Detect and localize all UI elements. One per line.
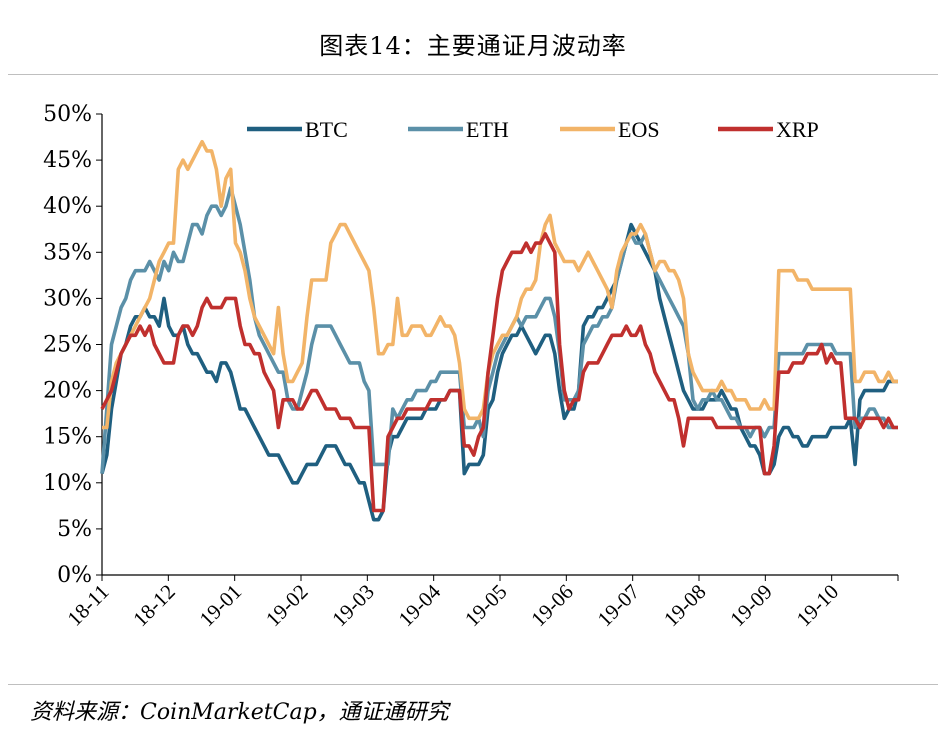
y-tick-label: 15% — [43, 425, 92, 450]
x-tick-label: 19-02 — [261, 580, 313, 632]
y-tick-label: 40% — [43, 194, 92, 219]
x-tick-label: 19-06 — [526, 580, 578, 632]
bottom-divider — [8, 684, 938, 685]
x-tick-label: 18-12 — [128, 580, 180, 632]
y-tick-label: 30% — [43, 286, 92, 311]
legend-label-eth: ETH — [466, 117, 509, 142]
source-note: 资料来源：CoinMarketCap，通证通研究 — [30, 700, 449, 725]
x-tick-label: 19-01 — [195, 580, 247, 632]
chart-title: 图表14：主要通证月波动率 — [319, 32, 627, 60]
series-line-eos — [102, 139, 898, 430]
x-tick-label: 19-04 — [394, 579, 446, 631]
legend-label-eos: EOS — [618, 117, 660, 142]
x-tick-label: 19-03 — [327, 580, 379, 632]
y-tick-label: 20% — [43, 379, 92, 404]
y-tick-label: 35% — [43, 240, 92, 265]
y-tick-label: 0% — [57, 563, 92, 588]
x-tick-label: 19-05 — [460, 580, 512, 632]
series-line-xrp — [100, 232, 898, 513]
legend-label-btc: BTC — [305, 117, 348, 142]
series-line-eth — [100, 186, 898, 474]
y-tick-label: 5% — [57, 517, 92, 542]
y-tick-label: 10% — [43, 471, 92, 496]
y-tick-label: 45% — [43, 148, 92, 173]
x-tick-label: 19-09 — [725, 580, 777, 632]
legend-label-xrp: XRP — [776, 117, 819, 142]
top-divider — [8, 74, 938, 75]
y-tick-label: 25% — [43, 333, 92, 358]
x-tick-label: 19-10 — [792, 580, 844, 632]
y-tick-label: 50% — [43, 102, 92, 127]
x-tick-label: 19-08 — [659, 580, 711, 632]
x-tick-label: 19-07 — [593, 580, 645, 632]
